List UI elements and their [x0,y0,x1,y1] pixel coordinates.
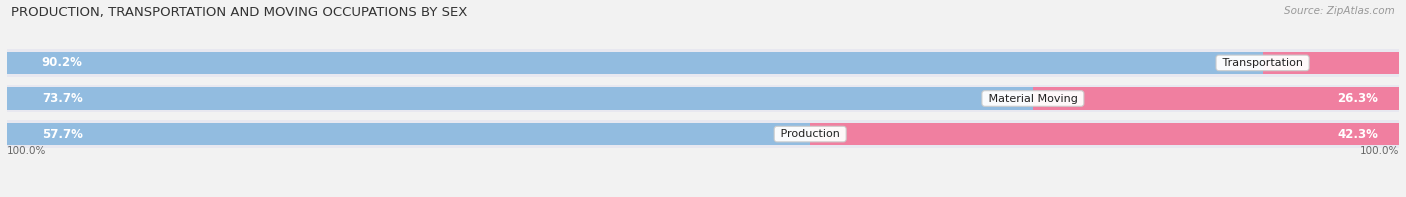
Bar [7,85,1399,112]
Bar [7,52,1263,74]
Bar [810,123,1399,145]
Text: 100.0%: 100.0% [7,146,46,156]
Text: Transportation: Transportation [1219,58,1306,68]
Bar [7,120,1399,148]
Bar [7,49,1399,77]
Bar [1263,52,1399,74]
Bar [7,123,810,145]
Text: Source: ZipAtlas.com: Source: ZipAtlas.com [1284,6,1395,16]
Bar [7,120,1399,148]
Text: 73.7%: 73.7% [42,92,83,105]
Text: 100.0%: 100.0% [1360,146,1399,156]
Text: PRODUCTION, TRANSPORTATION AND MOVING OCCUPATIONS BY SEX: PRODUCTION, TRANSPORTATION AND MOVING OC… [11,6,468,19]
Text: 90.2%: 90.2% [42,56,83,69]
Bar [7,85,1399,112]
Text: Production: Production [778,129,844,139]
Text: 26.3%: 26.3% [1337,92,1378,105]
Bar [7,87,1033,110]
Bar [1033,87,1399,110]
Text: 42.3%: 42.3% [1337,128,1378,141]
Text: 57.7%: 57.7% [42,128,83,141]
Bar [7,49,1399,77]
Text: Material Moving: Material Moving [984,94,1081,103]
